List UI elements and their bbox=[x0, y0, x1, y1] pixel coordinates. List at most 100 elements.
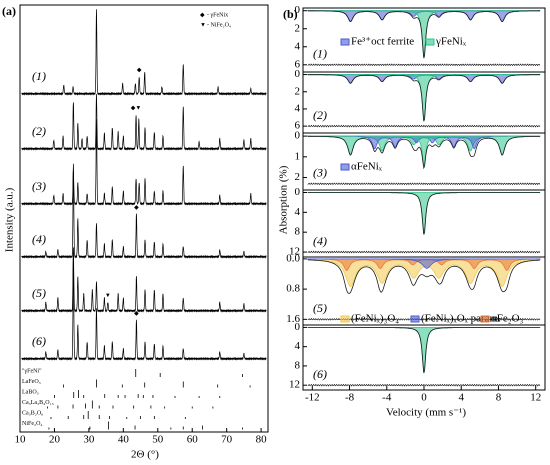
x-axis-title: 2Θ (°) bbox=[131, 449, 159, 461]
y-tick-label: 0 bbox=[295, 4, 301, 16]
residual bbox=[307, 63, 541, 67]
y-tick-label: 0 bbox=[295, 130, 301, 142]
frame bbox=[19, 4, 269, 433]
x-tick-label: 8 bbox=[496, 392, 502, 404]
spectrum-label: (5) bbox=[313, 301, 327, 315]
x-tick-label: -12 bbox=[305, 392, 320, 404]
legend-text: γFeNiₓ bbox=[435, 36, 467, 48]
y-tick-label: 8 bbox=[295, 359, 301, 371]
component bbox=[307, 10, 541, 58]
fit-total bbox=[307, 74, 540, 122]
reference-label: "γFeNi" bbox=[22, 368, 42, 374]
peak-marker: ◆▼ bbox=[131, 105, 142, 111]
legend-swatch bbox=[480, 315, 490, 323]
x-tick-label: -4 bbox=[382, 392, 392, 404]
legend-symbol: ◆ bbox=[200, 12, 205, 18]
x-tick-label: 60 bbox=[187, 434, 199, 446]
reference-label: Ca₃La₃B₄O₁₅ bbox=[22, 400, 54, 406]
legend-swatch bbox=[340, 163, 350, 171]
spectrum-label: (4) bbox=[313, 234, 327, 248]
y-tick-label: 2 bbox=[295, 85, 301, 97]
peak-marker: ◆ bbox=[134, 205, 139, 211]
peak-marker: ▼ bbox=[105, 293, 111, 299]
x-tick-label: 40 bbox=[118, 434, 130, 446]
x-tick-label: 12 bbox=[530, 392, 541, 404]
fit-total bbox=[307, 259, 540, 294]
legend-swatch bbox=[340, 38, 350, 46]
x-tick-label: 0 bbox=[421, 392, 427, 404]
x-tick-label: -8 bbox=[345, 392, 355, 404]
legend-text: αFeNiₓ bbox=[351, 161, 383, 173]
y-tick-label: 2 bbox=[295, 171, 301, 183]
y-tick-label: 4 bbox=[295, 206, 301, 218]
xrd-pattern bbox=[21, 261, 267, 361]
xrd-pattern bbox=[21, 9, 267, 96]
x-tick-label: 20 bbox=[49, 434, 61, 446]
y-tick-label: 8 bbox=[295, 226, 301, 238]
legend-swatch bbox=[425, 38, 435, 46]
residual bbox=[307, 124, 541, 128]
y-tick-label: 4 bbox=[295, 102, 301, 114]
y-axis-title: Absorption (%) bbox=[278, 165, 290, 234]
y-axis-title: Intensity (a.u.) bbox=[4, 187, 16, 252]
xrd-pattern bbox=[21, 119, 267, 206]
x-tick-label: 10 bbox=[15, 434, 27, 446]
spectrum-label: (1) bbox=[313, 47, 327, 61]
legend-text: Fe³⁺oct ferrite bbox=[351, 36, 414, 48]
y-tick-label: 0.8 bbox=[286, 283, 300, 295]
reference-label: NiFe₂O₄ bbox=[22, 421, 43, 427]
component bbox=[307, 74, 541, 122]
pattern-label: (2) bbox=[32, 124, 46, 138]
y-tick-label: 1 bbox=[295, 150, 301, 162]
x-tick-label: 4 bbox=[458, 392, 464, 404]
y-tick-label: 0 bbox=[295, 321, 301, 333]
legend-symbol: ▼ bbox=[200, 22, 206, 28]
x-tick-label: 50 bbox=[152, 434, 164, 446]
y-tick-label: 12 bbox=[289, 379, 300, 391]
component bbox=[307, 258, 541, 269]
fit-total bbox=[307, 192, 540, 235]
xrd-pattern bbox=[21, 93, 267, 151]
component bbox=[307, 135, 541, 167]
legend-text: - γFeNix bbox=[207, 12, 228, 18]
spectrum-label: (3) bbox=[313, 166, 327, 180]
y-tick-label: 6 bbox=[295, 120, 301, 132]
y-tick-label: 1.6 bbox=[286, 313, 300, 325]
pattern-label: (4) bbox=[32, 232, 46, 246]
y-tick-label: 2 bbox=[295, 22, 301, 34]
fit-total bbox=[307, 327, 540, 373]
x-tick-label: 30 bbox=[83, 434, 95, 446]
spectrum-label: (2) bbox=[313, 108, 327, 122]
pattern-label: (3) bbox=[32, 179, 46, 193]
y-tick-label: 6 bbox=[295, 58, 301, 70]
legend-swatch bbox=[410, 315, 420, 323]
component bbox=[307, 327, 541, 374]
x-tick-label: 80 bbox=[256, 434, 268, 446]
residual bbox=[307, 182, 541, 186]
x-tick-label: 70 bbox=[221, 434, 233, 446]
fit-total bbox=[307, 135, 540, 170]
reference-label: LaBO₃ bbox=[22, 389, 39, 395]
spectrum-label: (6) bbox=[313, 367, 327, 381]
residual bbox=[307, 383, 541, 387]
fit-total bbox=[307, 10, 540, 59]
y-tick-label: 0.0 bbox=[286, 252, 300, 264]
panel-label: (a) bbox=[2, 4, 16, 18]
component bbox=[307, 192, 541, 235]
panel-label: (b) bbox=[283, 7, 298, 21]
xrd-pattern bbox=[21, 247, 267, 313]
reference-label: LaFeO₃ bbox=[22, 379, 41, 385]
peak-marker: ◆ bbox=[134, 311, 139, 317]
x-axis-title: Velocity (mm s⁻¹) bbox=[386, 407, 466, 419]
y-tick-label: 0 bbox=[295, 186, 301, 198]
pattern-label: (5) bbox=[32, 286, 46, 300]
y-tick-label: 0 bbox=[295, 68, 301, 80]
legend-text: αFe₂O₃ bbox=[491, 313, 524, 325]
pattern-label: (1) bbox=[32, 69, 46, 83]
residual bbox=[307, 250, 541, 254]
y-tick-label: 4 bbox=[295, 40, 301, 52]
y-tick-label: 12 bbox=[289, 246, 300, 258]
y-tick-label: 4 bbox=[295, 340, 301, 352]
peak-marker: ◆ bbox=[137, 67, 142, 73]
